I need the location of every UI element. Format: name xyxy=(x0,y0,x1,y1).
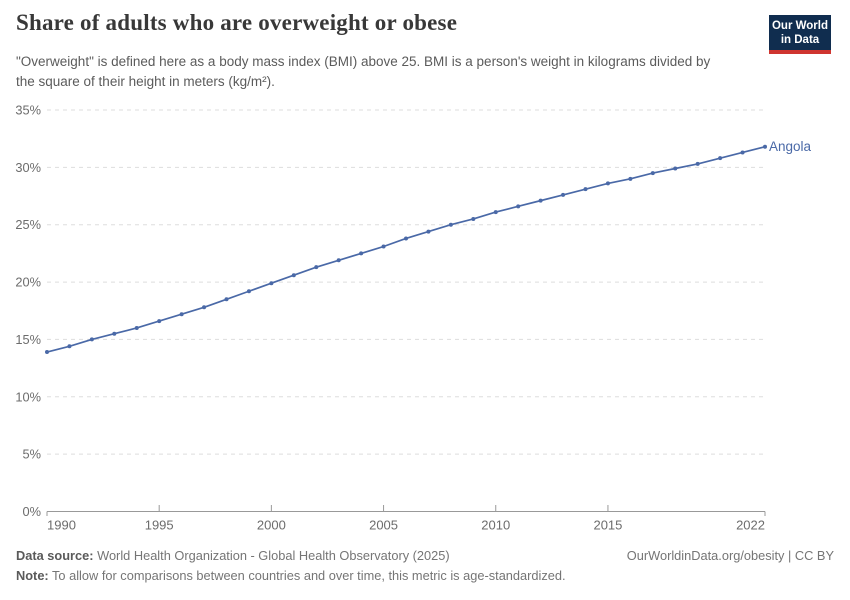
data-source: Data source: World Health Organization -… xyxy=(16,548,450,563)
data-point[interactable] xyxy=(493,210,498,215)
x-axis-tick-label: 2005 xyxy=(369,518,398,533)
data-point[interactable] xyxy=(404,236,408,241)
data-point[interactable] xyxy=(157,319,162,324)
data-point[interactable] xyxy=(673,166,678,171)
data-point[interactable] xyxy=(336,258,341,263)
y-axis-tick-label: 10% xyxy=(15,389,41,404)
data-point[interactable] xyxy=(763,144,767,149)
data-point[interactable] xyxy=(359,251,364,256)
y-axis-tick-label: 30% xyxy=(15,160,41,175)
data-point[interactable] xyxy=(628,176,633,181)
data-point[interactable] xyxy=(561,192,566,197)
x-axis-tick-label: 1995 xyxy=(145,518,174,533)
x-axis-tick-label: 1990 xyxy=(47,518,76,533)
data-point[interactable] xyxy=(740,150,745,155)
data-point[interactable] xyxy=(448,222,453,227)
data-point[interactable] xyxy=(583,187,588,192)
data-point[interactable] xyxy=(471,216,476,221)
data-point[interactable] xyxy=(112,331,117,336)
data-point[interactable] xyxy=(246,289,251,294)
data-point[interactable] xyxy=(516,204,521,209)
y-axis-tick-label: 5% xyxy=(23,447,42,462)
data-point[interactable] xyxy=(134,325,139,330)
owid-logo-red-bar xyxy=(769,50,831,55)
y-axis-tick-label: 20% xyxy=(15,275,41,290)
y-axis-tick-label: 35% xyxy=(15,103,41,118)
page-title: Share of adults who are overweight or ob… xyxy=(16,10,458,35)
chart-footer: Data source: World Health Organization -… xyxy=(16,546,834,586)
data-point[interactable] xyxy=(314,265,319,270)
data-point[interactable] xyxy=(179,312,184,317)
y-axis-tick-label: 25% xyxy=(15,217,41,232)
owid-logo-text: Our World in Data xyxy=(769,15,831,51)
data-point[interactable] xyxy=(381,244,386,249)
data-point[interactable] xyxy=(67,344,72,349)
data-point[interactable] xyxy=(269,281,274,286)
owid-logo[interactable]: Our World in Data xyxy=(769,15,831,55)
data-point[interactable] xyxy=(224,297,229,302)
data-point[interactable] xyxy=(695,161,700,166)
y-axis-tick-label: 0% xyxy=(23,504,42,519)
data-point[interactable] xyxy=(650,171,655,176)
data-point[interactable] xyxy=(718,156,723,161)
series-label-angola[interactable]: Angola xyxy=(769,139,812,154)
data-point[interactable] xyxy=(538,198,543,203)
chart-subtitle: "Overweight" is defined here as a body m… xyxy=(16,54,711,89)
x-axis-tick-label: 2000 xyxy=(257,518,286,533)
data-line-angola[interactable] xyxy=(46,145,766,353)
x-axis-tick-label: 2010 xyxy=(481,518,510,533)
x-axis-tick-label: 2022 xyxy=(736,518,765,533)
line-chart: 0% 5% 10% 15% 20% 25% 30% 35% 1990 1995 2000 2005 20… xyxy=(15,103,812,533)
x-axis-tick-label: 2015 xyxy=(593,518,622,533)
data-point[interactable] xyxy=(605,181,610,186)
data-point[interactable] xyxy=(202,305,207,310)
chart-note: Note: To allow for comparisons between c… xyxy=(16,567,566,583)
y-axis-tick-label: 15% xyxy=(15,332,41,347)
data-point[interactable] xyxy=(291,273,296,278)
data-point[interactable] xyxy=(426,229,431,234)
data-point[interactable] xyxy=(45,350,49,355)
data-point[interactable] xyxy=(89,337,94,342)
owid-url-link[interactable]: OurWorldinData.org/obesity | CC BY xyxy=(626,548,834,563)
